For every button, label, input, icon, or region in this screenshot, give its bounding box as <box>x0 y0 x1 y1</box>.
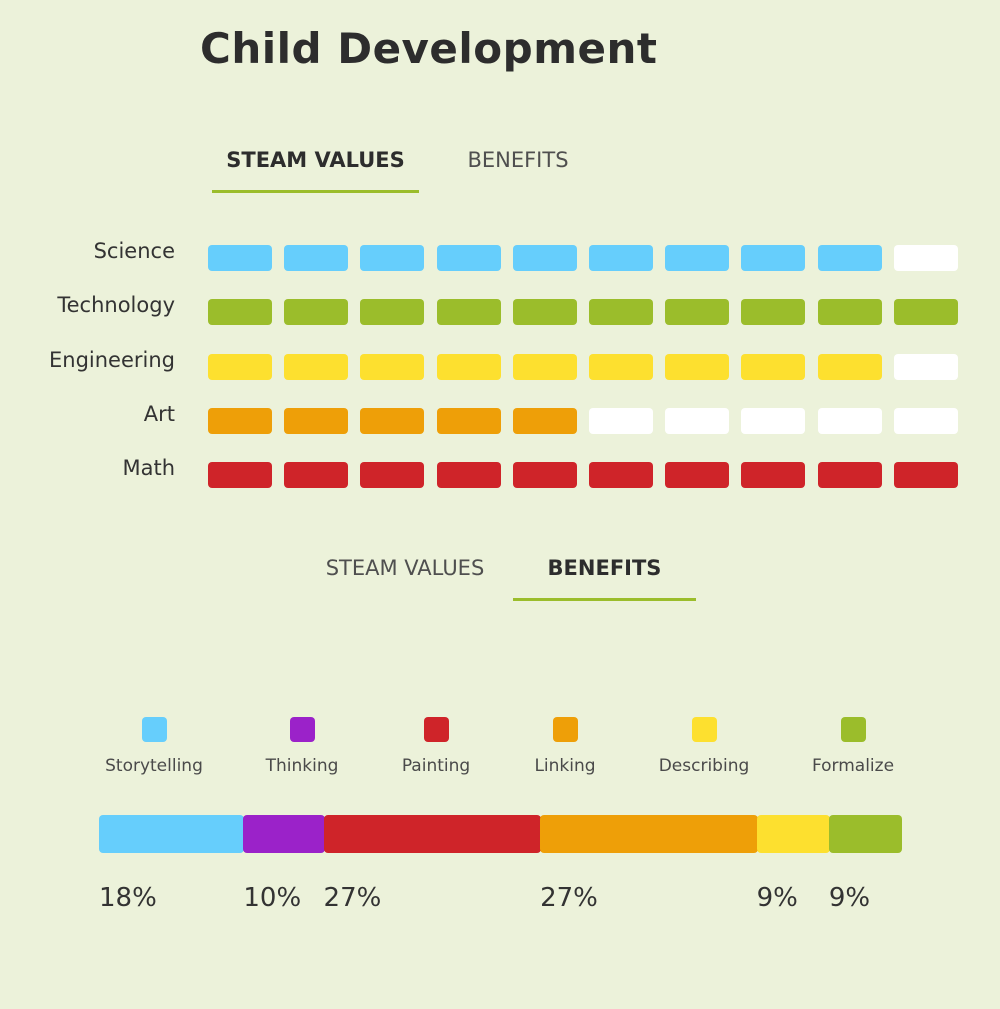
steam-segment-filled <box>284 462 349 489</box>
steam-segment-filled <box>436 353 501 380</box>
steam-segment-filled <box>665 353 730 380</box>
steam-segment-filled <box>512 299 577 326</box>
steam-segment-filled <box>741 353 806 380</box>
tab-benefits[interactable]: BENEFITS <box>467 148 569 172</box>
steam-segment-filled <box>741 462 806 489</box>
legend-swatch-icon <box>142 717 167 742</box>
steam-segment-filled <box>589 299 653 326</box>
page-title: Child Development <box>200 24 658 73</box>
bottom-tab-bar: STEAM VALUES BENEFITS <box>310 548 710 608</box>
legend-swatch-icon <box>553 717 578 742</box>
benefit-percentage-label: 10% <box>243 883 302 913</box>
steam-segment-filled <box>741 245 806 271</box>
steam-segment-filled <box>284 353 349 380</box>
steam-segment-filled <box>512 353 577 380</box>
tab-steam-values[interactable]: STEAM VALUES <box>325 556 485 580</box>
steam-segment-filled <box>512 245 577 271</box>
benefit-percentage-label: 27% <box>540 883 598 913</box>
top-tab-bar: STEAM VALUES BENEFITS <box>212 140 572 200</box>
legend-label: Describing <box>658 756 750 776</box>
benefit-bar-segment <box>243 815 325 853</box>
steam-segment-filled <box>208 245 272 271</box>
steam-segment-filled <box>284 407 349 434</box>
steam-segment-filled <box>208 353 272 380</box>
legend-swatch-icon <box>841 717 866 742</box>
steam-segment-filled <box>512 462 577 489</box>
tab-steam-values[interactable]: STEAM VALUES <box>212 140 419 193</box>
steam-row-label: Art <box>143 401 175 426</box>
steam-segment-filled <box>817 299 882 326</box>
steam-segment-filled <box>436 462 501 489</box>
steam-segment-filled <box>665 462 730 489</box>
steam-segment-filled <box>817 245 882 271</box>
benefit-bar-segment <box>323 815 542 853</box>
steam-row-label: Engineering <box>49 347 175 372</box>
legend-label: Linking <box>534 756 596 776</box>
legend-label: Painting <box>401 756 471 776</box>
legend-swatch-icon <box>424 717 449 742</box>
steam-segment-filled <box>665 299 730 326</box>
steam-segment-filled <box>817 462 882 489</box>
benefit-percentage-label: 27% <box>323 883 382 913</box>
steam-segment-empty <box>741 407 806 434</box>
steam-segment-filled <box>893 299 958 326</box>
tab-benefits[interactable]: BENEFITS <box>513 548 696 601</box>
steam-segment-filled <box>436 245 501 271</box>
steam-segment-empty <box>817 407 882 434</box>
steam-segment-empty <box>665 407 730 434</box>
steam-segment-filled <box>665 245 730 271</box>
legend-label: Storytelling <box>105 756 203 776</box>
steam-segment-empty <box>893 353 958 380</box>
legend-label: Thinking <box>265 756 339 776</box>
steam-segment-empty <box>589 407 653 434</box>
legend-swatch-icon <box>692 717 717 742</box>
steam-segment-filled <box>893 462 958 489</box>
benefit-bar-segment <box>99 815 245 853</box>
steam-segment-filled <box>360 462 425 489</box>
steam-row-label: Technology <box>57 293 175 318</box>
steam-segment-filled <box>208 299 272 326</box>
steam-row-label: Math <box>122 456 175 481</box>
steam-segment-filled <box>741 299 806 326</box>
steam-segment-filled <box>589 462 653 489</box>
steam-segment-filled <box>512 407 577 434</box>
steam-segment-filled <box>436 299 501 326</box>
steam-row-label: Science <box>93 239 175 263</box>
steam-segment-filled <box>208 407 272 434</box>
steam-segment-filled <box>360 245 425 271</box>
steam-segment-filled <box>284 245 349 271</box>
steam-segment-filled <box>208 462 272 489</box>
steam-segment-filled <box>360 353 425 380</box>
steam-segment-filled <box>284 299 349 326</box>
benefit-bar-segment <box>540 815 758 853</box>
benefit-percentage-label: 9% <box>756 883 798 913</box>
benefit-percentage-label: 18% <box>99 883 157 913</box>
steam-segment-empty <box>893 245 958 271</box>
steam-segment-filled <box>589 353 653 380</box>
steam-segment-filled <box>360 299 425 326</box>
legend-swatch-icon <box>290 717 315 742</box>
steam-segment-empty <box>893 407 958 434</box>
legend-label: Formalize <box>811 756 895 776</box>
steam-segment-filled <box>817 353 882 380</box>
steam-segment-filled <box>589 245 653 271</box>
steam-segment-filled <box>360 407 425 434</box>
benefit-bar-segment <box>756 815 830 853</box>
steam-segment-filled <box>436 407 501 434</box>
benefit-percentage-label: 9% <box>828 883 871 913</box>
benefit-bar-segment <box>828 815 902 853</box>
